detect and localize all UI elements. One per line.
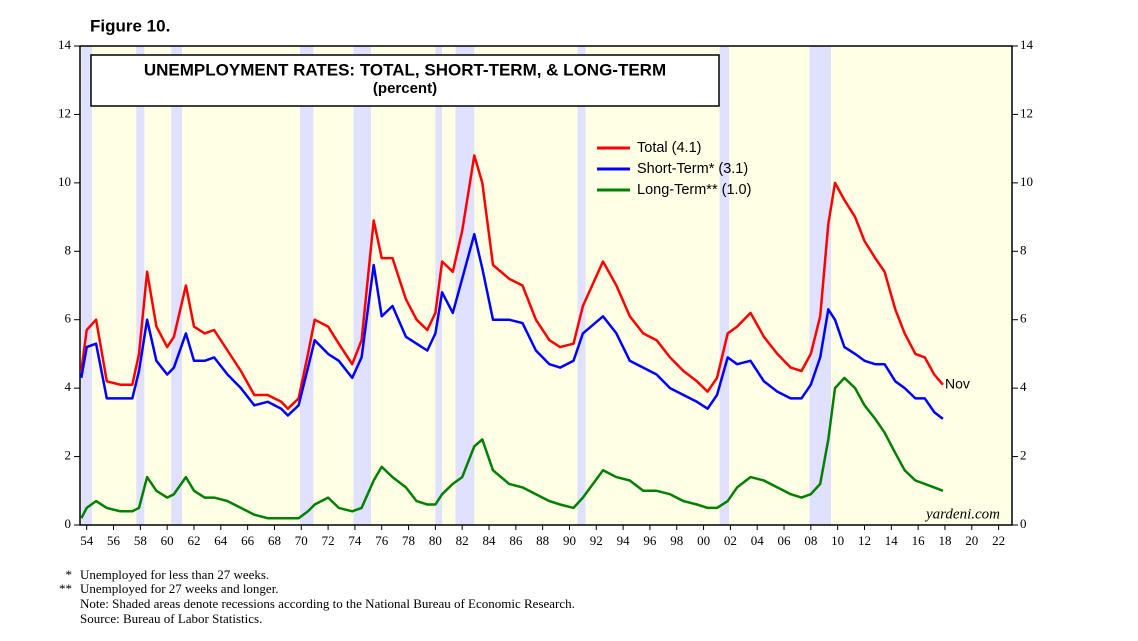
x-tick-label: 06 <box>778 533 792 548</box>
plot-background <box>80 46 1012 525</box>
legend-label: Long-Term** (1.0) <box>637 182 751 198</box>
x-tick-label: 62 <box>187 533 200 548</box>
x-tick-label: 14 <box>885 533 899 548</box>
x-tick-label: 02 <box>724 533 737 548</box>
recession-band <box>719 46 730 525</box>
y2-tick-label: 4 <box>1020 379 1027 394</box>
source: Source: Bureau of Labor Statistics. <box>80 611 262 626</box>
y-tick-label: 10 <box>58 174 71 189</box>
y2-tick-label: 2 <box>1020 448 1027 463</box>
series-line <box>80 232 944 420</box>
legend-label: Short-Term* (3.1) <box>637 161 748 177</box>
recession-band <box>455 46 475 525</box>
recession-band <box>81 46 93 525</box>
x-tick-label: 86 <box>509 533 523 548</box>
recession-band <box>171 46 182 525</box>
footnote-marker: ** <box>59 581 72 596</box>
y2-tick-label: 12 <box>1020 105 1033 120</box>
recession-band <box>353 46 371 525</box>
recession-band <box>809 46 831 525</box>
x-tick-label: 94 <box>617 533 631 548</box>
x-tick-label: 80 <box>429 533 442 548</box>
annotation: Nov <box>945 376 970 392</box>
x-tick-label: 12 <box>858 533 871 548</box>
plot-frame <box>79 45 1013 526</box>
x-tick-label: 84 <box>483 533 497 548</box>
x-tick-label: 20 <box>965 533 978 548</box>
x-tick-label: 56 <box>107 533 121 548</box>
x-tick-label: 18 <box>938 533 951 548</box>
x-tick-label: 72 <box>322 533 335 548</box>
footnote: Unemployed for 27 weeks and longer. <box>80 581 279 596</box>
y-tick-label: 14 <box>58 37 72 52</box>
x-tick-label: 70 <box>295 533 308 548</box>
y-tick-label: 12 <box>58 105 71 120</box>
x-tick-label: 22 <box>992 533 1005 548</box>
y2-tick-label: 14 <box>1020 37 1034 52</box>
recession-band <box>577 46 586 525</box>
x-tick-label: 60 <box>161 533 174 548</box>
figure-label: Figure 10. <box>90 16 170 35</box>
x-tick-label: 64 <box>214 533 228 548</box>
x-tick-label: 88 <box>536 533 549 548</box>
x-tick-label: 66 <box>241 533 255 548</box>
x-tick-label: 68 <box>268 533 281 548</box>
x-tick-label: 82 <box>456 533 469 548</box>
watermark: yardeni.com <box>924 506 1000 522</box>
title-box <box>90 54 720 107</box>
y-tick-label: 2 <box>65 448 72 463</box>
x-tick-label: 78 <box>402 533 415 548</box>
y2-tick-label: 0 <box>1020 516 1027 531</box>
x-tick-label: 74 <box>348 533 362 548</box>
x-tick-label: 54 <box>80 533 94 548</box>
footnote: Unemployed for less than 27 weeks. <box>80 567 269 582</box>
series-line <box>80 154 944 410</box>
legend-label: Total (4.1) <box>637 140 701 156</box>
y-tick-label: 6 <box>65 311 72 326</box>
x-tick-label: 58 <box>134 533 147 548</box>
y-tick-label: 8 <box>65 242 72 257</box>
y2-tick-label: 10 <box>1020 174 1033 189</box>
x-tick-label: 96 <box>643 533 657 548</box>
y2-tick-label: 8 <box>1020 242 1027 257</box>
x-tick-label: 16 <box>912 533 926 548</box>
y-tick-label: 0 <box>65 516 72 531</box>
x-tick-label: 08 <box>804 533 817 548</box>
y2-tick-label: 6 <box>1020 311 1027 326</box>
y-tick-label: 4 <box>65 379 72 394</box>
x-tick-label: 92 <box>590 533 603 548</box>
x-tick-label: 76 <box>375 533 389 548</box>
x-tick-label: 00 <box>697 533 710 548</box>
recession-band <box>136 46 145 525</box>
chart-title: UNEMPLOYMENT RATES: TOTAL, SHORT-TERM, &… <box>144 60 666 79</box>
recession-band <box>299 46 314 525</box>
x-tick-label: 10 <box>831 533 844 548</box>
x-tick-label: 98 <box>670 533 683 548</box>
x-tick-label: 04 <box>751 533 765 548</box>
series-line <box>80 376 944 520</box>
note: Note: Shaded areas denote recessions acc… <box>80 596 575 611</box>
footnote-marker: * <box>66 567 73 582</box>
x-tick-label: 90 <box>563 533 576 548</box>
chart-subtitle: (percent) <box>373 80 437 97</box>
